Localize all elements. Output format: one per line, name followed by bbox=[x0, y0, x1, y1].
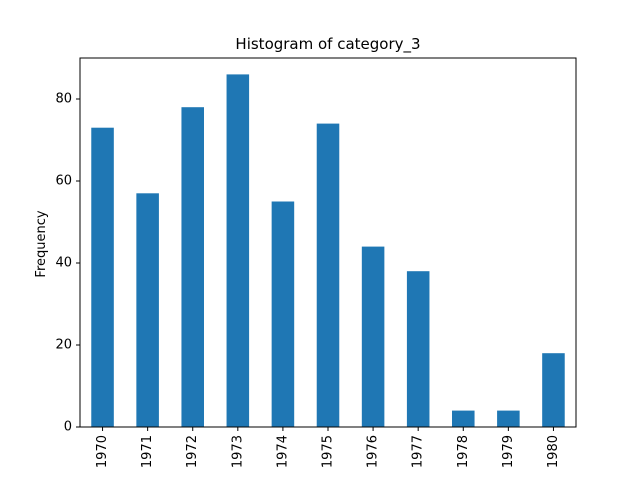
y-tick-label: 20 bbox=[55, 338, 72, 353]
x-tick-label: 1973 bbox=[230, 435, 245, 468]
bar-1972 bbox=[181, 107, 204, 427]
y-axis: 0 20 40 60 80 bbox=[55, 92, 80, 435]
bar-1980 bbox=[542, 353, 565, 427]
x-tick-label: 1975 bbox=[321, 435, 336, 468]
x-tick-label: 1972 bbox=[185, 435, 200, 468]
x-tick-label: 1971 bbox=[140, 435, 155, 468]
bar-1978 bbox=[452, 410, 475, 427]
bar-1975 bbox=[316, 123, 340, 427]
bar-1971 bbox=[136, 193, 159, 427]
x-tick-label: 1970 bbox=[95, 435, 110, 468]
bar-1973 bbox=[226, 74, 250, 428]
bar-1976 bbox=[361, 246, 385, 427]
x-tick-label: 1978 bbox=[456, 435, 471, 468]
bars-layer bbox=[91, 74, 565, 428]
x-tick-label: 1976 bbox=[366, 435, 381, 468]
y-axis-label: Frequency bbox=[34, 210, 49, 277]
y-tick-label: 80 bbox=[55, 92, 72, 107]
x-tick-label: 1980 bbox=[546, 435, 561, 468]
plot-frame bbox=[79, 57, 577, 428]
x-tick-label: 1974 bbox=[275, 435, 290, 468]
x-tick-label: 1979 bbox=[501, 435, 516, 468]
y-tick-label: 40 bbox=[55, 256, 72, 271]
bar-1974 bbox=[271, 201, 295, 427]
bar-1979 bbox=[497, 410, 520, 427]
bar-1977 bbox=[406, 271, 430, 427]
bar-1970 bbox=[91, 127, 114, 427]
y-tick-label: 0 bbox=[64, 420, 72, 435]
x-tick-label: 1977 bbox=[411, 435, 426, 468]
x-axis: 1970 1971 1972 1973 1974 1975 1976 1977 1978 1979… bbox=[95, 427, 561, 468]
chart-title: Histogram of category_3 bbox=[235, 35, 420, 54]
y-tick-label: 60 bbox=[55, 174, 72, 189]
